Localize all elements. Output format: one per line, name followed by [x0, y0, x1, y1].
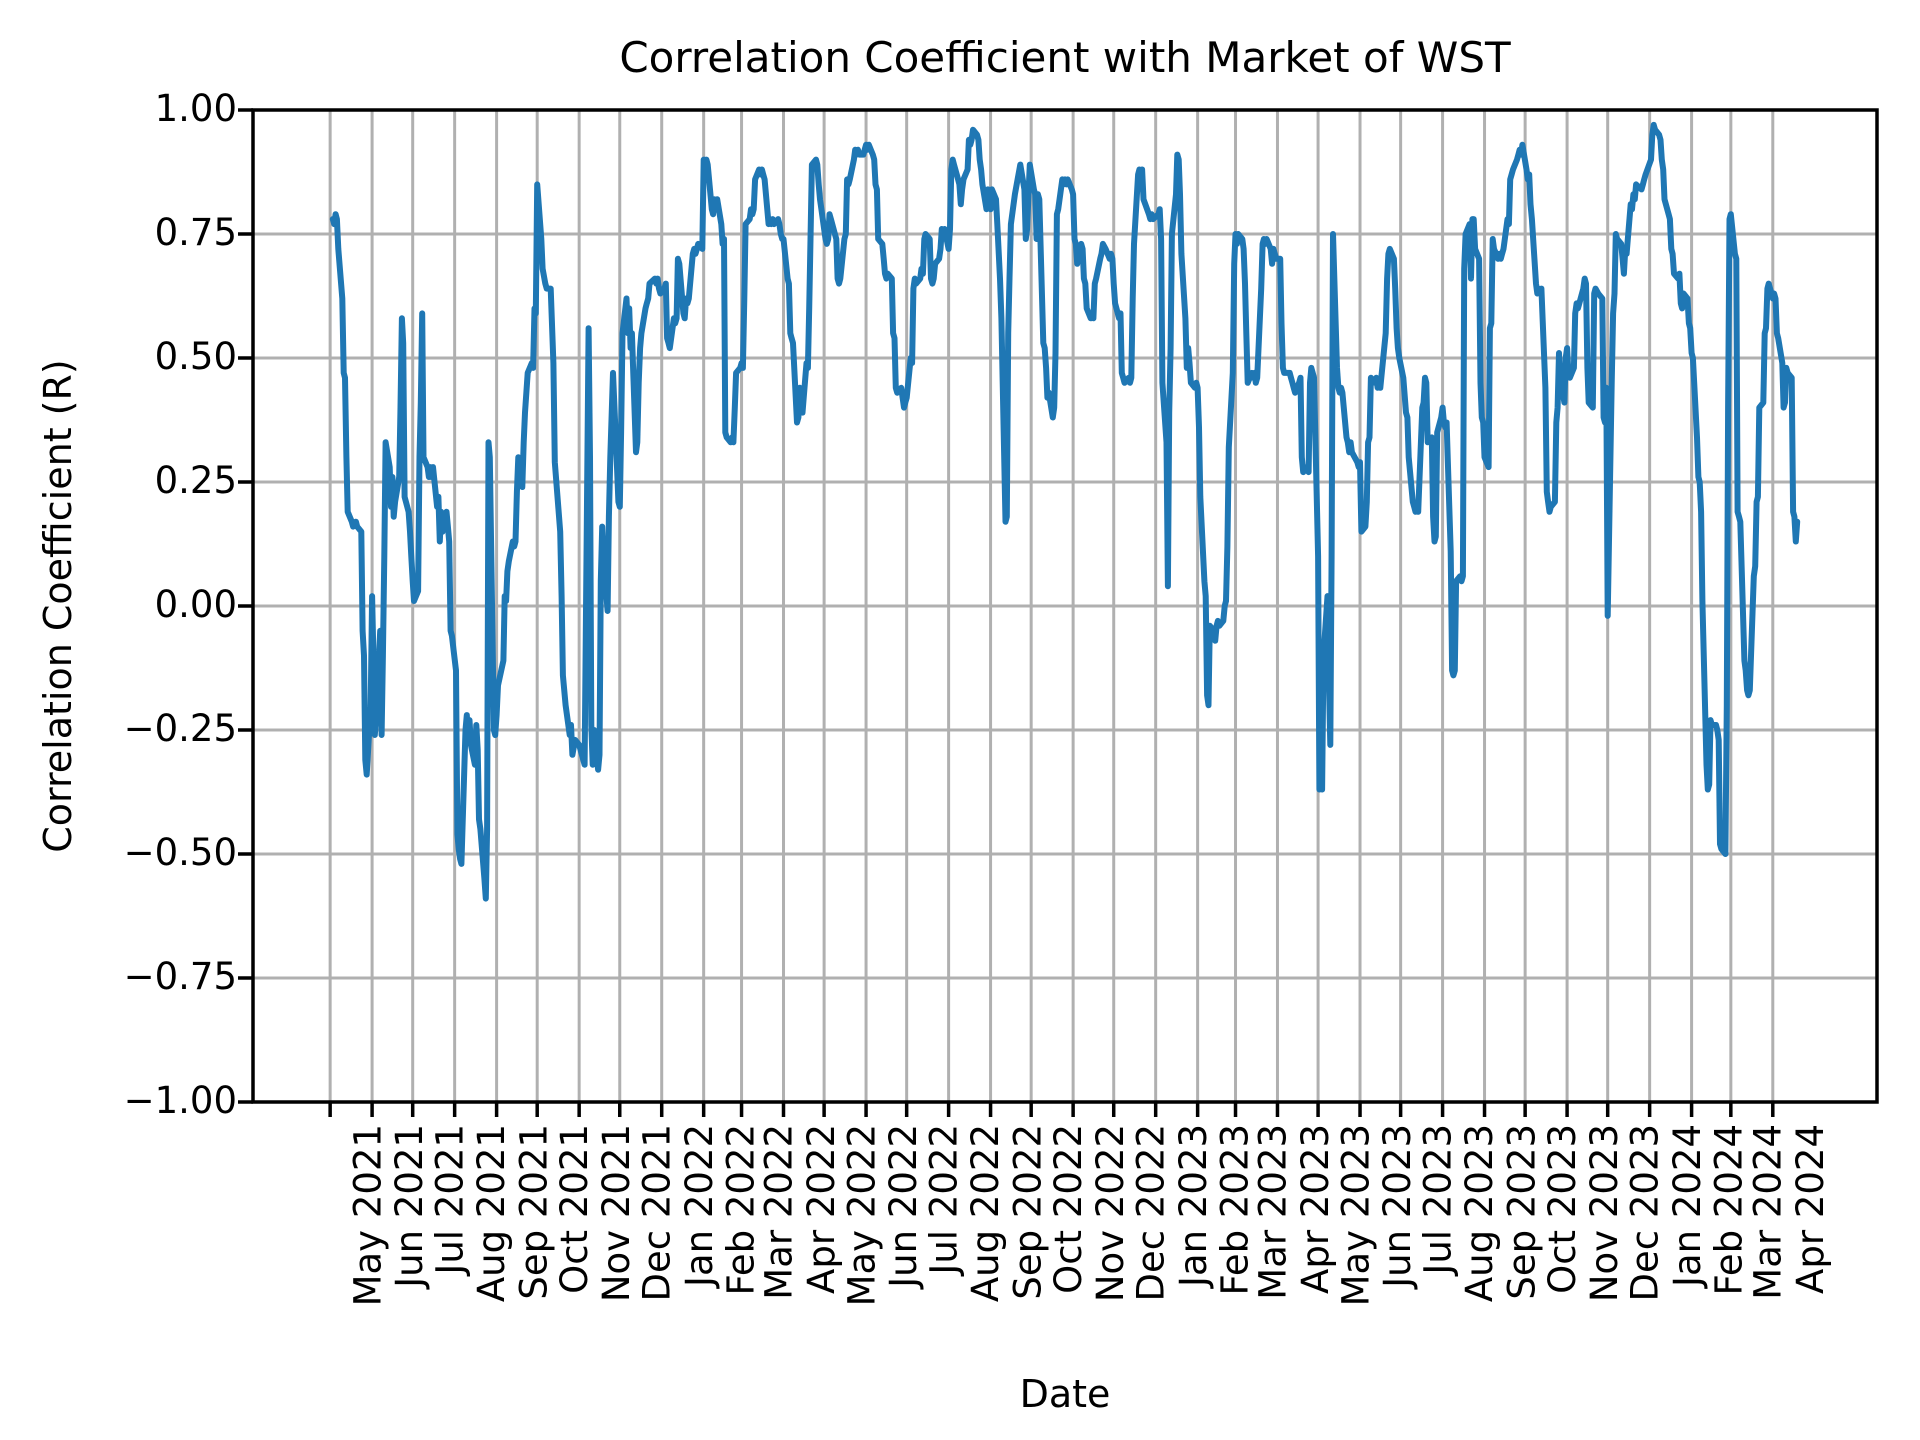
x-tick-label: Sep 2022 — [1006, 1124, 1050, 1300]
x-tick-label: Jan 2023 — [1171, 1124, 1215, 1287]
y-tick-label: 0.50 — [154, 335, 237, 378]
y-tick-label: 0.25 — [154, 459, 237, 502]
plot-border — [251, 108, 1879, 1104]
x-tick-label: Feb 2022 — [719, 1124, 763, 1296]
y-tick-label: 0.00 — [154, 583, 237, 626]
x-tick-label: Nov 2022 — [1089, 1124, 1133, 1303]
x-tick-label: May 2023 — [1334, 1124, 1378, 1307]
x-tick-label: Jul 2023 — [1416, 1124, 1460, 1275]
correlation-line — [329, 121, 1801, 902]
x-tick-label: Jan 2022 — [677, 1124, 721, 1287]
grid-lines — [253, 108, 1877, 1104]
x-tick-label: Jun 2022 — [882, 1124, 926, 1288]
x-tick-label: Oct 2021 — [553, 1124, 597, 1294]
x-tick-label: Dec 2021 — [635, 1124, 679, 1302]
x-tick-label: Apr 2024 — [1788, 1124, 1832, 1294]
x-tick-label: Dec 2023 — [1623, 1124, 1667, 1302]
y-tick-label: −0.75 — [123, 955, 237, 998]
x-tick-label: Sep 2021 — [512, 1124, 556, 1300]
x-tick-label: Sep 2023 — [1500, 1124, 1544, 1300]
y-tick-label: −0.50 — [123, 831, 237, 874]
x-tick-label: Aug 2022 — [964, 1124, 1008, 1303]
x-tick-label: Dec 2022 — [1129, 1124, 1173, 1302]
x-tick-label: Feb 2023 — [1213, 1124, 1257, 1296]
x-tick-label: May 2021 — [346, 1124, 390, 1307]
x-tick-label: Aug 2023 — [1458, 1124, 1502, 1303]
chart-title: Correlation Coefficient with Market of W… — [619, 33, 1511, 82]
y-tick-label: 1.00 — [154, 87, 237, 130]
x-axis-label: Date — [1019, 1372, 1111, 1416]
x-tick-label: Mar 2022 — [757, 1124, 801, 1300]
x-tick-label: Mar 2023 — [1251, 1124, 1295, 1300]
x-tick-label: Jan 2024 — [1665, 1124, 1709, 1287]
y-tick-label: −0.25 — [123, 707, 237, 750]
tick-marks — [238, 108, 1775, 1117]
y-tick-label: −1.00 — [123, 1079, 237, 1122]
x-tick-label: Aug 2021 — [470, 1124, 514, 1303]
x-tick-label: Mar 2024 — [1746, 1124, 1790, 1300]
x-tick-label: Nov 2021 — [595, 1124, 639, 1303]
x-tick-label: Jul 2022 — [922, 1124, 966, 1275]
x-tick-label: Oct 2023 — [1541, 1124, 1585, 1294]
x-tick-label: Oct 2022 — [1047, 1124, 1091, 1294]
x-tick-label: Apr 2023 — [1293, 1124, 1337, 1294]
x-tick-label: Jun 2023 — [1376, 1124, 1420, 1288]
x-tick-label: Jul 2021 — [428, 1124, 472, 1275]
y-axis-label: Correlation Coefficient (R) — [36, 359, 80, 853]
y-tick-label: 0.75 — [154, 211, 237, 254]
x-tick-label: Nov 2023 — [1583, 1124, 1627, 1303]
x-tick-label: Feb 2024 — [1707, 1124, 1751, 1296]
x-tick-label: May 2022 — [840, 1124, 884, 1307]
x-tick-label: Apr 2022 — [799, 1124, 843, 1294]
x-tick-label: Jun 2021 — [388, 1124, 432, 1288]
